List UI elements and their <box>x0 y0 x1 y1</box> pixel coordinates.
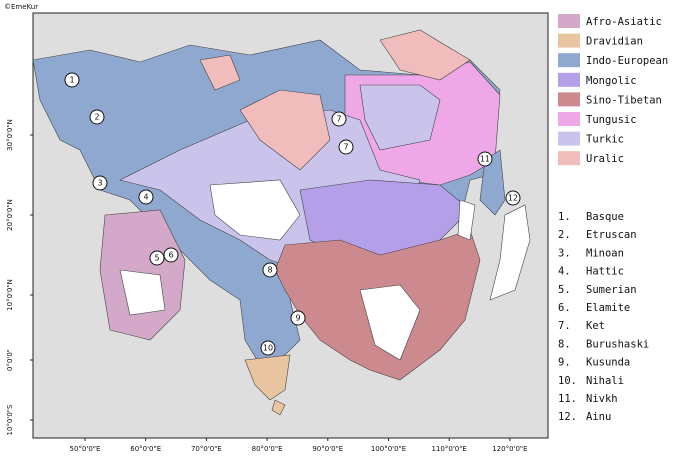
x-label: 80°0'0"E <box>252 445 283 453</box>
marker-label: 4 <box>143 193 148 202</box>
isolate-name: Sumerian <box>586 284 637 296</box>
japan <box>489 204 531 301</box>
legend-swatch <box>558 53 580 68</box>
isolate-list: 1. Basque 2. Etruscan 3. Minoan 4. Hattic 5. Sume… <box>558 211 649 423</box>
legend-swatch <box>558 112 580 126</box>
legend-label: Afro-Asiatic <box>586 16 662 28</box>
marker-label: 1 <box>69 76 74 85</box>
marker-circle <box>262 262 278 278</box>
isolate-number: 11. <box>558 393 577 405</box>
legend-label: Indo-European <box>586 55 668 67</box>
marker-label: 10 <box>263 344 273 353</box>
isolate-name: Ainu <box>586 411 611 423</box>
marker-label: 7 <box>336 115 341 124</box>
dravidian-island <box>271 399 286 416</box>
legend-label: Dravidian <box>586 36 643 48</box>
isolate-name: Kusunda <box>586 357 630 369</box>
isolate-name: Elamite <box>586 302 630 314</box>
marker-circle <box>260 340 276 356</box>
isolate-number: 6. <box>558 302 571 314</box>
marker-label: 8 <box>267 266 272 275</box>
isolate-name: Basque <box>586 211 624 223</box>
x-label: 70°0'0"E <box>191 445 222 453</box>
y-label: 0°0'0" <box>6 349 14 371</box>
marker-label: 5 <box>154 254 159 263</box>
isolate-number: 8. <box>558 338 571 350</box>
isolate-name: Nihali <box>586 375 624 387</box>
y-label: 30°0'0"N <box>6 119 14 151</box>
isolate-number: 5. <box>558 284 571 296</box>
uralic-north <box>199 54 241 91</box>
marker-circle <box>331 111 347 127</box>
isolate-name: Nivkh <box>586 393 618 405</box>
legend-swatch <box>558 33 580 48</box>
marker-label: 9 <box>295 314 300 323</box>
legend-swatch <box>558 151 580 166</box>
korea <box>457 199 476 241</box>
uralic-east <box>379 29 471 81</box>
marker-circle <box>290 310 306 326</box>
marker-circle <box>64 72 80 88</box>
isolate-name: Etruscan <box>586 229 637 241</box>
y-label: 10°0'0"S <box>6 404 14 435</box>
marker-label: 11 <box>480 155 490 164</box>
legend-label: Mongolic <box>586 75 637 87</box>
legend-label: Turkic <box>586 134 624 146</box>
x-label: 90°0'0"E <box>312 445 343 453</box>
isolate-number: 1. <box>558 211 571 223</box>
turkic-north <box>359 84 441 151</box>
isolate-number: 10. <box>558 375 577 387</box>
legend-swatch <box>558 72 580 87</box>
isolate-number: 9. <box>558 357 571 369</box>
marker-circle <box>92 175 108 191</box>
uralic-west <box>239 89 331 171</box>
y-label: 10°0'0"N <box>6 279 14 311</box>
legend-swatch <box>558 131 580 146</box>
marker-circle <box>89 109 105 125</box>
legend-label: Uralic <box>586 153 624 165</box>
marker-circle <box>138 189 154 205</box>
isolate-name: Burushaski <box>586 338 649 350</box>
legend: Afro-Asiatic Dravidian Indo-European Mongol… <box>558 14 668 166</box>
isolate-number: 7. <box>558 320 571 332</box>
marker-circle <box>505 190 521 206</box>
credit: ©EmeKur <box>4 3 38 11</box>
x-label: 120°0'0"E <box>492 445 527 453</box>
isolate-number: 2. <box>558 229 571 241</box>
marker-label: 2 <box>94 113 99 122</box>
legend-label: Sino-Tibetan <box>586 94 662 106</box>
x-label: 50°0'0"E <box>70 445 101 453</box>
unclassified-arabia <box>119 269 166 316</box>
legend-swatch <box>558 14 580 28</box>
x-label: 60°0'0"E <box>130 445 161 453</box>
legend-swatch <box>558 92 580 107</box>
marker-label: 6 <box>168 251 173 260</box>
isolate-number: 12. <box>558 411 577 423</box>
marker-circle <box>338 139 354 155</box>
marker-circle <box>149 250 165 266</box>
marker-circle <box>163 247 179 263</box>
y-label: 20°0'0"N <box>6 199 14 231</box>
x-label: 100°0'0"E <box>371 445 406 453</box>
axes: 50°0'0"E 60°0'0"E 70°0'0"E 80°0'0"E 90°0'0"E… <box>6 119 528 453</box>
marker-label: 12 <box>508 194 518 203</box>
x-label: 110°0'0"E <box>432 445 467 453</box>
isolate-number: 4. <box>558 266 571 278</box>
isolate-name: Ket <box>586 320 605 332</box>
legend-label: Tungusic <box>586 114 637 126</box>
marker-label: 3 <box>97 179 102 188</box>
marker-circle <box>477 151 493 167</box>
isolate-number: 3. <box>558 247 571 259</box>
isolate-name: Minoan <box>586 247 624 259</box>
marker-label: 7 <box>343 143 348 152</box>
unclassified-seasia <box>359 284 421 361</box>
isolate-name: Hattic <box>586 266 624 278</box>
dravidian <box>244 354 291 401</box>
unclassified <box>209 179 301 241</box>
